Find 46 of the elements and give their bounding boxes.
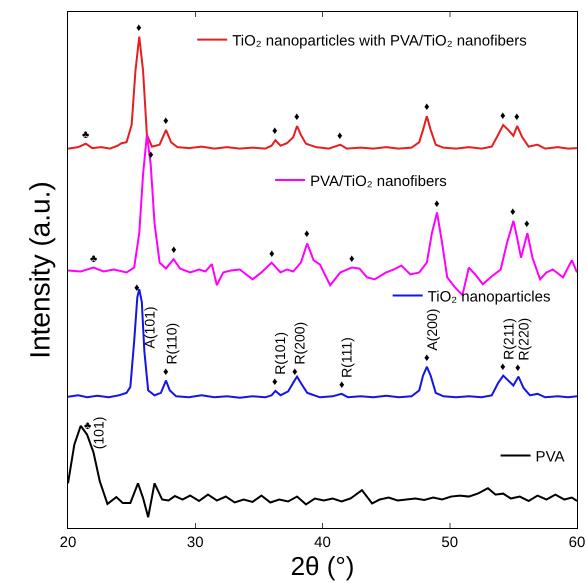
annotation: R(220): [515, 318, 532, 361]
annotation: ♦: [349, 253, 355, 265]
legend-label: TiO₂ nanoparticles: [428, 288, 550, 306]
annotation: R(111): [338, 337, 354, 378]
annotation: ♦: [339, 379, 345, 391]
annotation: ♦: [294, 111, 300, 123]
annotation: ♦: [424, 101, 430, 113]
x-tick-label: 50: [441, 534, 458, 552]
annotation: ♦: [304, 228, 310, 240]
x-axis-title: 2θ (°): [290, 551, 354, 582]
annotation: ♦: [500, 110, 506, 122]
annotation: ♦: [434, 198, 440, 210]
annotation: A(101): [141, 306, 158, 348]
annotation: ♦: [337, 130, 343, 142]
annotation: ♦: [272, 376, 278, 388]
annotation: ♣: [90, 253, 98, 265]
annotation: R(110): [163, 322, 180, 365]
annotation: A(200): [424, 308, 440, 351]
annotation: ♣: [84, 420, 92, 432]
annotation: ♦: [171, 244, 177, 256]
x-tick-label: 20: [60, 534, 76, 552]
annotation: ♦: [163, 115, 169, 127]
annotation: ♦: [269, 248, 275, 260]
annotation: R(200): [291, 322, 308, 365]
annotation: ♦: [272, 125, 278, 137]
annotation: ♦: [424, 352, 430, 364]
annotation: ♦: [136, 22, 142, 34]
annotation: R(211): [500, 318, 517, 360]
annotation: ♦: [524, 218, 530, 230]
x-tick-label: 60: [568, 534, 586, 552]
legend-label: PVA: [536, 448, 564, 466]
annotation: ♦: [292, 366, 298, 378]
annotation: (101): [90, 416, 107, 450]
annotation: ♦: [515, 362, 521, 374]
annotation: R(101): [272, 332, 288, 375]
y-axis-title: Intensity (a.u.): [24, 181, 56, 359]
legend-label: PVA/TiO₂ nanofibers: [310, 172, 447, 190]
annotation: ♦: [163, 366, 169, 378]
annotation: ♦: [510, 206, 516, 218]
legend-label: TiO₂ nanoparticles with PVA/TiO₂ nanofibers: [232, 32, 527, 50]
annotation: ♦: [514, 111, 520, 123]
annotation: ♦: [500, 361, 506, 373]
x-tick-label: 30: [186, 534, 204, 552]
annotation: ♦: [134, 282, 140, 294]
x-tick-label: 40: [314, 534, 331, 552]
annotation: ♣: [82, 129, 90, 141]
